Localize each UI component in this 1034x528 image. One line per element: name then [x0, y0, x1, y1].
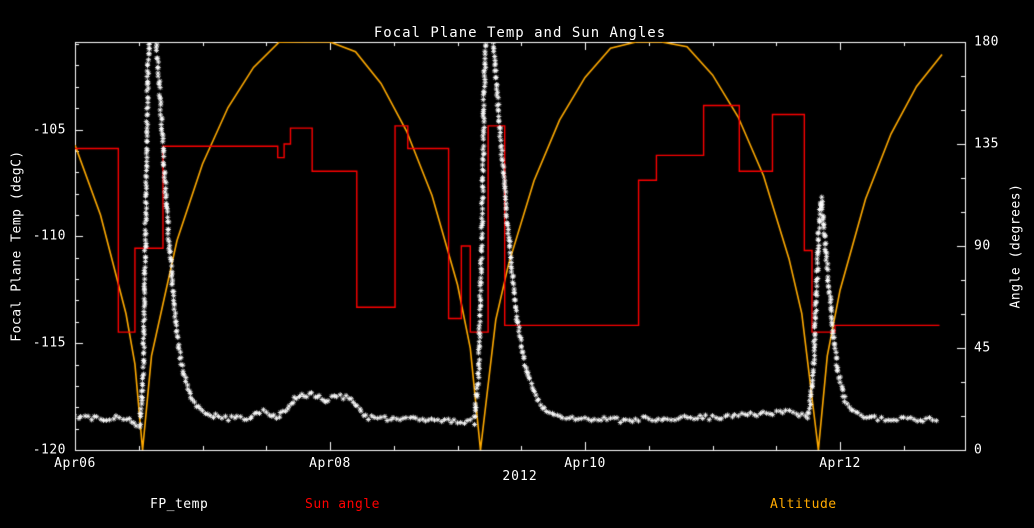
- x-tick-label: Apr10: [564, 456, 606, 471]
- x-tick-label: Apr08: [309, 456, 351, 471]
- y-left-tick-label: -110: [32, 228, 66, 244]
- y-axis-label-right: Angle (degrees): [1008, 183, 1024, 309]
- y-axis-label-left: Focal Plane Temp (degC): [9, 150, 25, 342]
- chart-title: Focal Plane Temp and Sun Angles: [373, 25, 667, 41]
- x-tick-label: Apr12: [819, 456, 861, 471]
- y-right-tick-label: 90: [974, 238, 991, 254]
- y-right-tick-label: 45: [974, 340, 991, 356]
- legend-altitude: Altitude: [770, 497, 837, 512]
- y-right-tick-label: 180: [974, 34, 999, 50]
- y-left-tick-label: -120: [32, 442, 66, 458]
- legend-fp-temp: FP_temp: [150, 497, 209, 512]
- y-right-tick-label: 135: [974, 136, 999, 152]
- y-left-tick-label: -115: [32, 335, 66, 351]
- y-right-tick-label: 0: [974, 442, 983, 458]
- x-axis-year-label: 2012: [502, 469, 538, 484]
- y-left-tick-label: -105: [32, 122, 66, 138]
- x-tick-label: Apr06: [54, 456, 96, 471]
- legend-sun-angle: Sun angle: [305, 497, 380, 512]
